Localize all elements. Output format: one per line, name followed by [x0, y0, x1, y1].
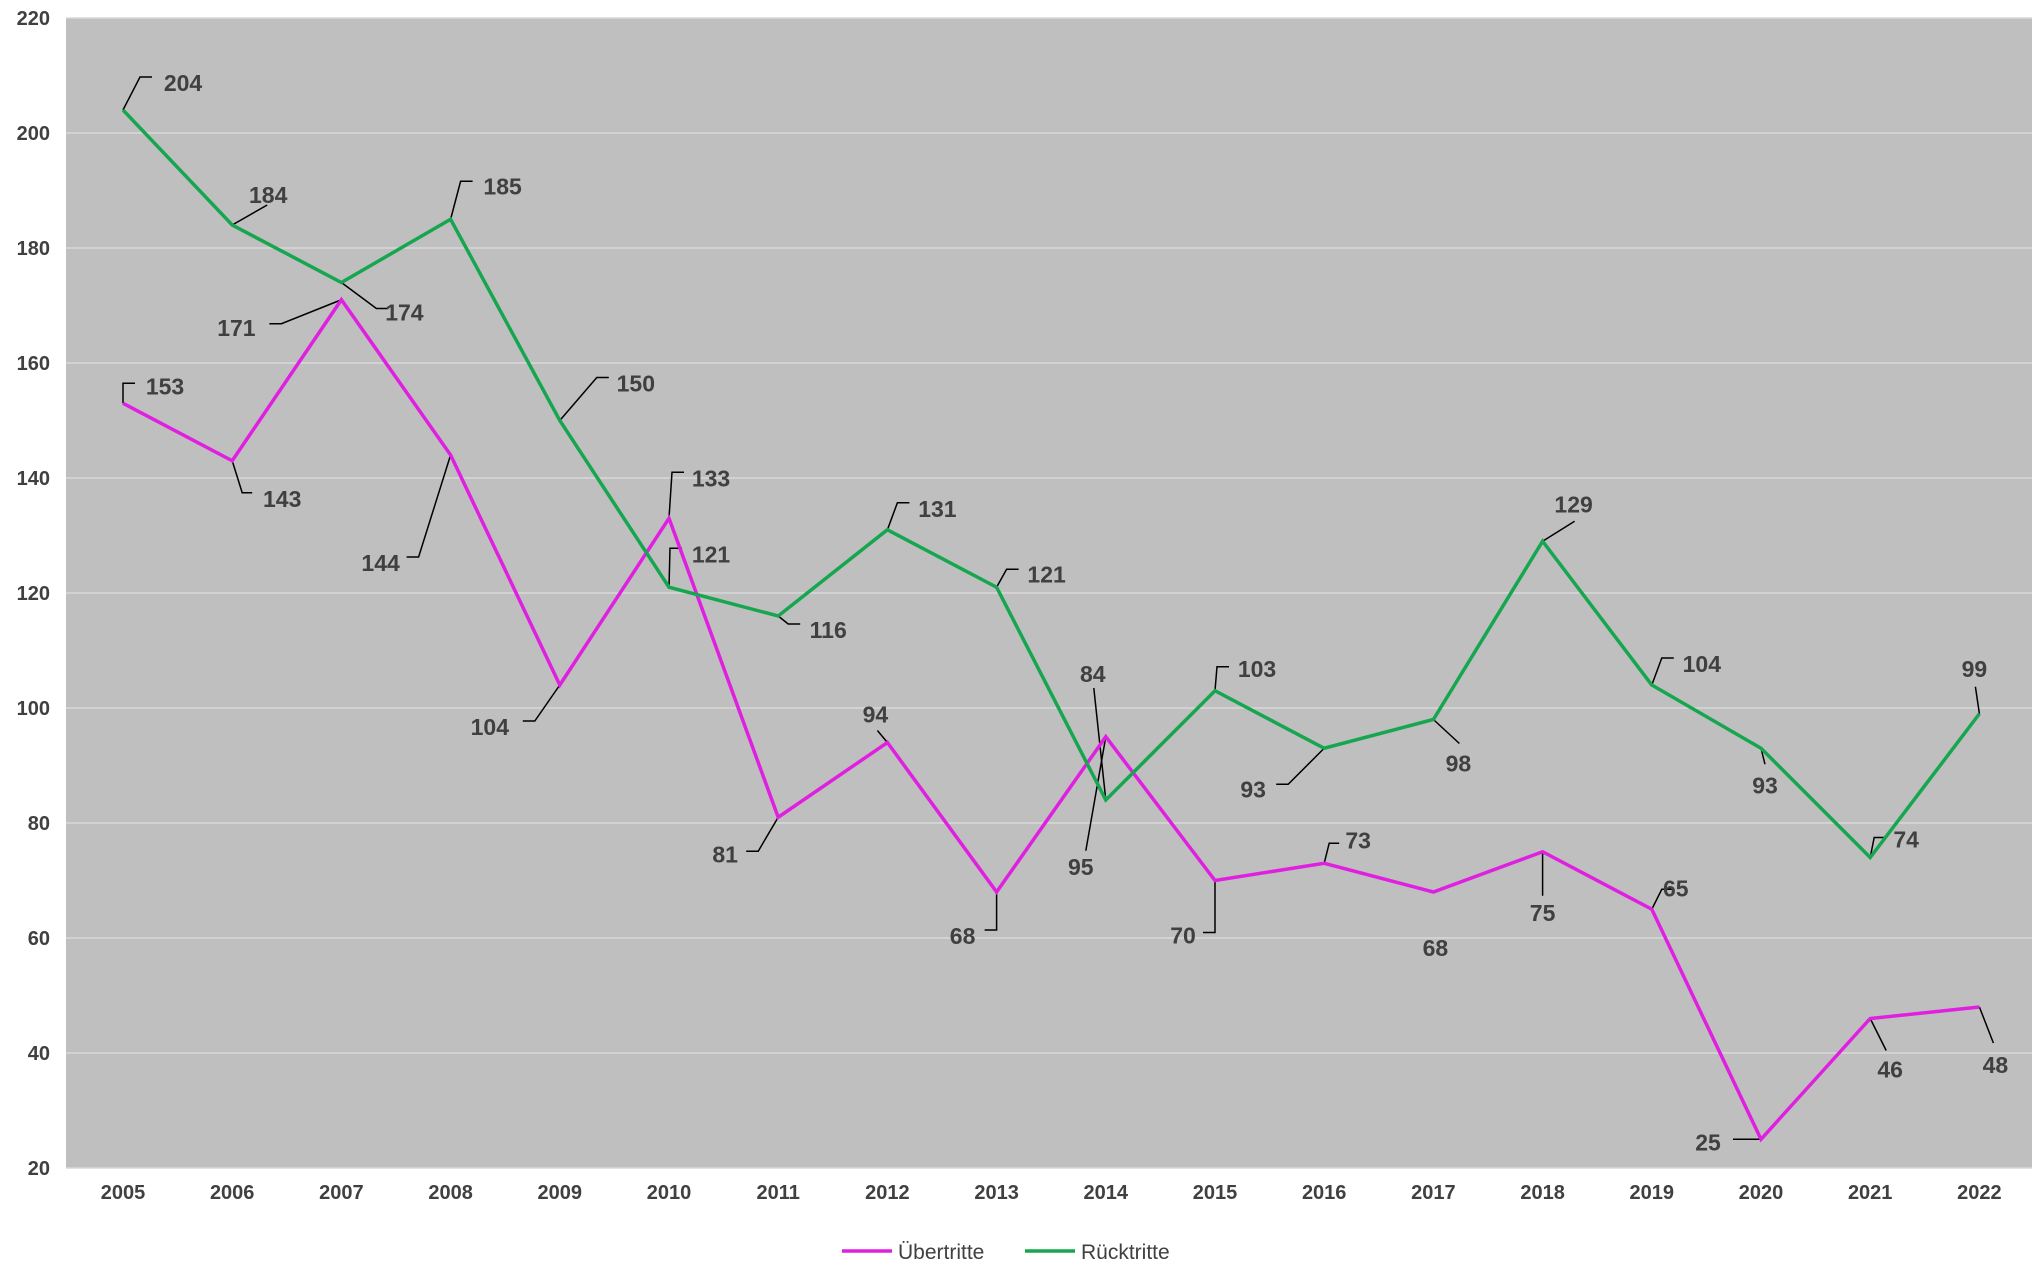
- data-label: 184: [249, 182, 288, 208]
- legend-label: Übertritte: [898, 1241, 984, 1264]
- x-tick-label: 2010: [647, 1182, 692, 1204]
- data-label: 129: [1554, 491, 1592, 517]
- x-tick-label: 2019: [1630, 1182, 1675, 1204]
- data-label: 133: [692, 465, 730, 491]
- data-label: 68: [950, 923, 976, 949]
- y-tick-label: 80: [28, 813, 50, 835]
- data-label: 104: [1683, 651, 1722, 677]
- data-label: 121: [1027, 561, 1066, 587]
- x-tick-label: 2016: [1302, 1182, 1347, 1204]
- data-label: 65: [1663, 875, 1689, 901]
- data-label: 84: [1080, 661, 1106, 687]
- data-label: 104: [471, 714, 510, 740]
- data-label: 153: [146, 373, 184, 399]
- y-tick-label: 120: [17, 583, 50, 605]
- legend-item: Rücktritte: [1025, 1241, 1170, 1264]
- x-tick-label: 2014: [1084, 1182, 1129, 1204]
- x-tick-label: 2013: [974, 1182, 1019, 1204]
- data-label: 70: [1170, 923, 1196, 949]
- x-tick-label: 2007: [319, 1182, 364, 1204]
- data-label: 174: [385, 300, 424, 326]
- x-tick-label: 2022: [1957, 1182, 2002, 1204]
- data-label: 99: [1962, 656, 1988, 682]
- x-tick-label: 2009: [538, 1182, 583, 1204]
- legend: Übertritte Rücktritte: [842, 1241, 1170, 1264]
- y-tick-label: 200: [17, 123, 50, 145]
- x-tick-label: 2015: [1193, 1182, 1238, 1204]
- y-tick-label: 220: [17, 8, 50, 30]
- x-tick-label: 2017: [1411, 1182, 1456, 1204]
- x-tick-label: 2018: [1520, 1182, 1565, 1204]
- data-label: 121: [692, 541, 731, 567]
- x-tick-label: 2005: [101, 1182, 146, 1204]
- x-tick-label: 2006: [210, 1182, 255, 1204]
- data-label: 116: [810, 617, 847, 643]
- data-label: 93: [1240, 776, 1266, 802]
- x-tick-label: 2011: [757, 1182, 800, 1204]
- y-tick-label: 160: [17, 353, 50, 375]
- y-tick-label: 180: [17, 238, 50, 260]
- plot-layer: [66, 18, 2032, 1168]
- data-label: 98: [1446, 751, 1472, 777]
- data-label: 48: [1983, 1052, 2009, 1078]
- y-tick-label: 100: [17, 698, 50, 720]
- data-label: 171: [217, 315, 256, 341]
- data-label: 94: [863, 702, 889, 728]
- x-tick-label: 2020: [1739, 1182, 1784, 1204]
- y-tick-label: 140: [17, 468, 50, 490]
- y-tick-label: 60: [28, 928, 50, 950]
- data-label: 75: [1530, 900, 1556, 926]
- data-label: 131: [918, 496, 957, 522]
- data-label: 185: [483, 173, 522, 199]
- data-label: 143: [263, 486, 301, 512]
- data-label: 73: [1345, 827, 1371, 853]
- x-tick-label: 2021: [1848, 1182, 1893, 1204]
- data-label: 95: [1068, 854, 1094, 880]
- data-label: 103: [1238, 656, 1276, 682]
- x-tick-label: 2008: [428, 1182, 473, 1204]
- legend-item: Übertritte: [842, 1241, 984, 1264]
- data-label: 25: [1695, 1129, 1721, 1155]
- data-label: 150: [617, 371, 655, 397]
- y-tick-label: 20: [28, 1158, 50, 1180]
- data-label: 74: [1893, 827, 1919, 853]
- x-tick-label: 2012: [865, 1182, 910, 1204]
- data-label: 204: [164, 70, 203, 96]
- data-label: 68: [1423, 935, 1449, 961]
- data-label: 93: [1752, 772, 1778, 798]
- data-label: 46: [1877, 1057, 1903, 1083]
- legend-label: Rücktritte: [1081, 1241, 1170, 1264]
- data-label: 144: [361, 550, 400, 576]
- y-tick-label: 40: [28, 1043, 50, 1065]
- data-label: 81: [712, 841, 738, 867]
